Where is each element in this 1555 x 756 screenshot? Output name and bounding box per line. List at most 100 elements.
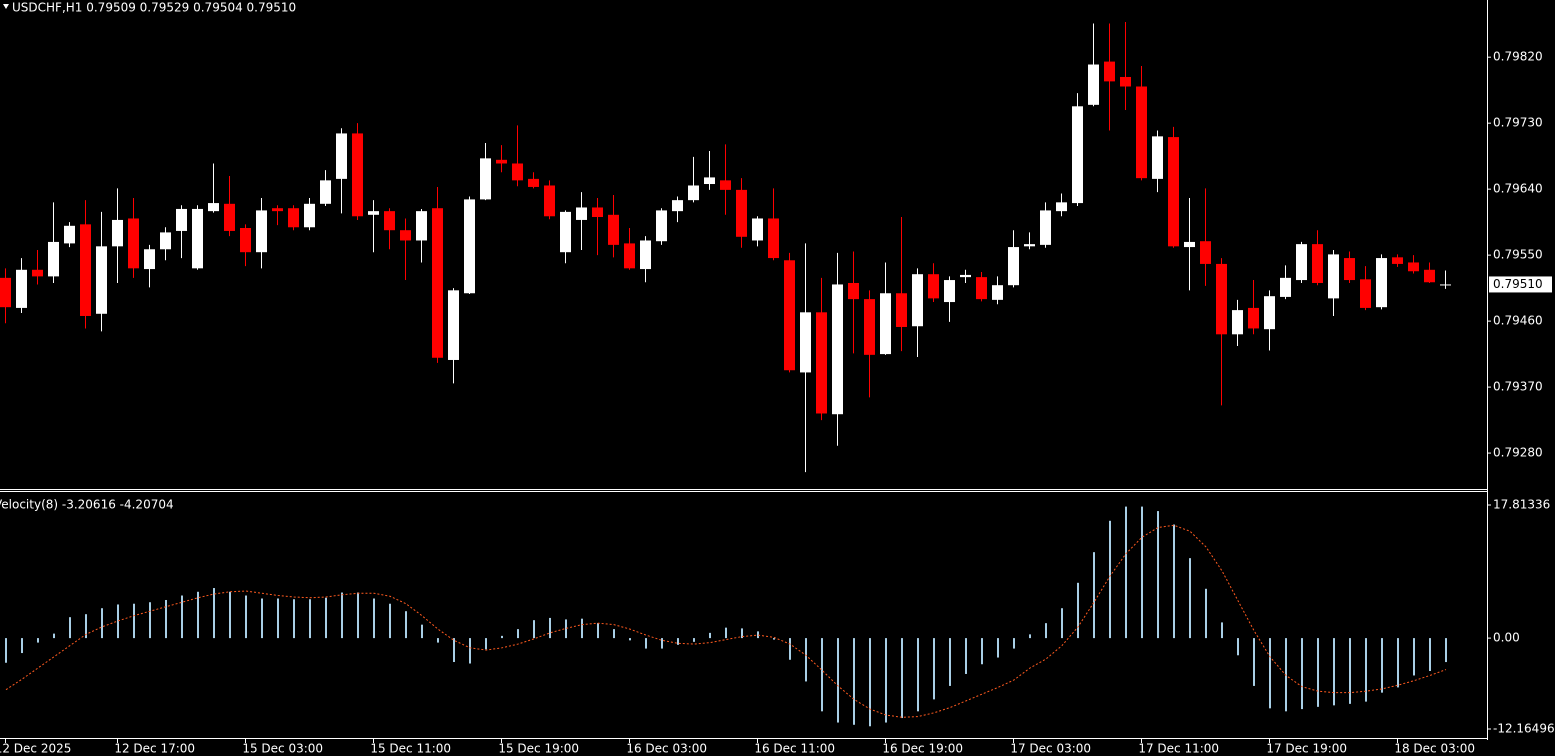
candle-body — [0, 277, 11, 308]
candle-body — [336, 133, 347, 179]
histogram-bar — [85, 614, 87, 639]
candle-body — [112, 219, 123, 247]
x-tick-label: 17 Dec 11:00 — [1138, 742, 1219, 756]
histogram-bar — [1109, 520, 1111, 639]
histogram-bar — [1301, 638, 1303, 710]
histogram-bar — [405, 611, 407, 639]
candle-body — [368, 211, 379, 215]
histogram-bar — [1061, 608, 1063, 639]
histogram-bar — [21, 638, 23, 654]
histogram-bar — [1093, 552, 1095, 639]
candle-body — [1072, 106, 1083, 204]
histogram-bar — [485, 638, 487, 650]
candle-body — [144, 249, 155, 270]
histogram-bar — [533, 620, 535, 639]
candle-body — [1152, 136, 1163, 179]
candle-body — [464, 199, 475, 294]
candle-body — [1248, 307, 1259, 329]
histogram-bar — [1221, 622, 1223, 639]
histogram-bar — [1397, 638, 1399, 688]
candle-body — [992, 285, 1003, 300]
candle-body — [400, 230, 411, 241]
histogram-bar — [1237, 638, 1239, 656]
candle-body — [1328, 254, 1339, 299]
candle-body — [736, 189, 747, 237]
histogram-bar — [725, 627, 727, 639]
candle-body — [944, 280, 955, 303]
candle-body — [48, 241, 59, 277]
histogram-bar — [1365, 638, 1367, 702]
histogram-bar — [341, 592, 343, 639]
histogram-bar — [709, 632, 711, 639]
candle-body — [176, 208, 187, 231]
histogram-bar — [517, 629, 519, 639]
candle-body — [1008, 247, 1019, 286]
candle-body — [64, 225, 75, 244]
histogram-bar — [325, 597, 327, 639]
histogram-bar — [1429, 638, 1431, 671]
histogram-bar — [53, 633, 55, 639]
histogram-bar — [901, 638, 903, 719]
histogram-bar — [1413, 638, 1415, 676]
histogram-bar — [453, 638, 455, 663]
x-tick-label: 16 Dec 19:00 — [882, 742, 963, 756]
candle-body — [688, 185, 699, 201]
candle-body — [192, 208, 203, 269]
histogram-bar — [421, 624, 423, 639]
candle-body — [768, 218, 779, 259]
candle-body — [912, 274, 923, 327]
candle-body — [1296, 244, 1307, 281]
x-tick-label: 17 Dec 03:00 — [1010, 742, 1091, 756]
histogram-bar — [261, 598, 263, 639]
histogram-bar — [645, 638, 647, 649]
histogram-bar — [117, 604, 119, 639]
x-tick-label: 16 Dec 03:00 — [626, 742, 707, 756]
candle-body — [1056, 202, 1067, 212]
y-tick-label: 0.79730 — [1493, 116, 1543, 130]
y-tick-label: 0.79820 — [1493, 50, 1543, 64]
candle-body — [752, 218, 763, 241]
candle-body — [1344, 258, 1355, 281]
histogram-bar — [549, 617, 551, 639]
last-price-label: 0.79510 — [1493, 277, 1543, 291]
y2-tick-label: -12.16496 — [1493, 722, 1555, 736]
histogram-bar — [677, 638, 679, 645]
candle-body — [1168, 137, 1179, 247]
histogram-bar — [1445, 638, 1447, 663]
candle-body — [320, 180, 331, 204]
candle-body — [608, 214, 619, 245]
candle-body — [848, 282, 859, 300]
candle-body — [224, 203, 235, 231]
y-tick-label: 0.79280 — [1493, 446, 1543, 460]
candle-body — [304, 203, 315, 228]
histogram-bar — [981, 638, 983, 665]
x-tick-label: 15 Dec 03:00 — [242, 742, 323, 756]
histogram-bar — [1349, 638, 1351, 704]
candle-body — [1376, 258, 1387, 308]
candle-body — [1200, 241, 1211, 264]
histogram-bar — [277, 598, 279, 639]
histogram-bar — [869, 638, 871, 727]
histogram-bar — [997, 638, 999, 658]
histogram-bar — [245, 595, 247, 639]
histogram-bar — [693, 638, 695, 642]
candle-body — [1120, 76, 1131, 87]
chart-title: USDCHF,H1 0.79509 0.79529 0.79504 0.7951… — [12, 1, 296, 15]
candle-body — [1104, 61, 1115, 82]
histogram-bar — [309, 599, 311, 639]
histogram-bar — [501, 635, 503, 639]
x-tick-label: 15 Dec 19:00 — [498, 742, 579, 756]
histogram-bar — [1157, 511, 1159, 639]
histogram-bar — [1205, 588, 1207, 639]
histogram-bar — [565, 619, 567, 639]
histogram-bar — [1013, 638, 1015, 649]
candle-body — [672, 200, 683, 212]
histogram-bar — [229, 591, 231, 639]
candle-body — [480, 158, 491, 200]
histogram-bar — [5, 638, 7, 663]
histogram-bar — [1141, 506, 1143, 639]
histogram-bar — [773, 638, 775, 640]
candle-body — [1232, 310, 1243, 335]
